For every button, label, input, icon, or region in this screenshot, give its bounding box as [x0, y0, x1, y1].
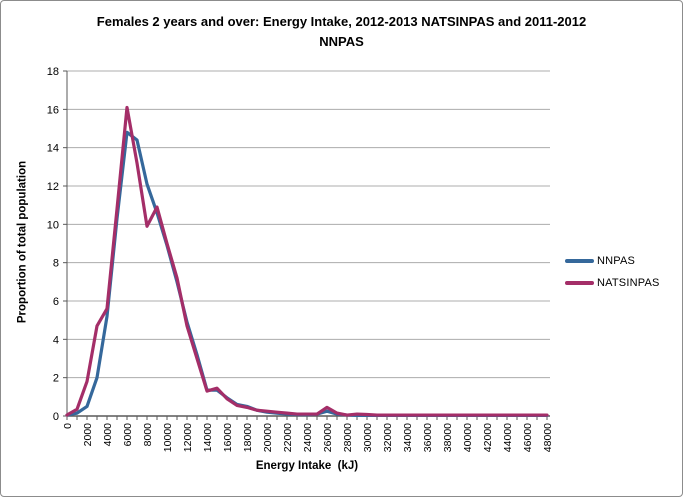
y-tick-label: 6 — [53, 296, 59, 308]
x-tick-label: 28000 — [342, 423, 354, 452]
x-tick-label: 24000 — [302, 423, 314, 452]
x-tick-label: 18000 — [242, 423, 254, 452]
x-tick-label: 40000 — [462, 423, 474, 452]
x-tick-label: 6000 — [122, 423, 134, 447]
legend-item-nnpas: NNPAS — [565, 255, 660, 267]
x-tick-label: 10000 — [162, 423, 174, 452]
legend-label-nnpas: NNPAS — [597, 255, 636, 267]
x-tick-label: 38000 — [442, 423, 454, 452]
x-tick-label: 26000 — [322, 423, 334, 452]
x-tick-label: 0 — [62, 423, 74, 429]
x-tick-label: 42000 — [482, 423, 494, 452]
y-tick-label: 12 — [47, 181, 59, 193]
y-tick-label: 18 — [47, 66, 59, 78]
y-tick-label: 16 — [47, 104, 59, 116]
natsinpas-line-swatch — [565, 281, 594, 285]
series-line-natsinpas — [65, 105, 549, 417]
x-tick-label: 4000 — [102, 423, 114, 447]
x-tick-label: 48000 — [542, 423, 554, 452]
y-tick-label: 10 — [47, 219, 59, 231]
x-tick-label: 16000 — [222, 423, 234, 452]
x-tick-label: 32000 — [382, 423, 394, 452]
x-tick-label: 30000 — [362, 423, 374, 452]
nnpas-line-swatch — [565, 259, 594, 263]
legend-label-natsinpas: NATSINPAS — [597, 277, 660, 289]
y-tick-label: 4 — [53, 334, 59, 346]
x-tick-label: 2000 — [82, 423, 94, 447]
x-tick-label: 12000 — [182, 423, 194, 452]
y-tick-label: 0 — [53, 411, 59, 423]
y-tick-label: 2 — [53, 373, 59, 385]
chart-title-line1: Females 2 years and over: Energy Intake,… — [96, 14, 587, 29]
y-tick-label: 14 — [47, 143, 59, 155]
x-tick-label: 46000 — [522, 423, 534, 452]
chart-title-line2: NNPAS — [319, 34, 364, 49]
x-tick-label: 34000 — [402, 423, 414, 452]
x-tick-label: 20000 — [262, 423, 274, 452]
x-axis-title: Energy Intake (kJ) — [255, 460, 359, 472]
chart-title: Females 2 years and over: Energy Intake,… — [41, 12, 642, 52]
y-tick-label: 8 — [53, 258, 59, 270]
x-tick-label: 36000 — [422, 423, 434, 452]
x-tick-label: 22000 — [282, 423, 294, 452]
legend-item-natsinpas: NATSINPAS — [565, 277, 660, 289]
x-tick-label: 8000 — [142, 423, 154, 447]
legend: NNPAS NATSINPAS — [565, 255, 660, 289]
x-tick-label: 44000 — [502, 423, 514, 452]
x-tick-label: 14000 — [202, 423, 214, 452]
